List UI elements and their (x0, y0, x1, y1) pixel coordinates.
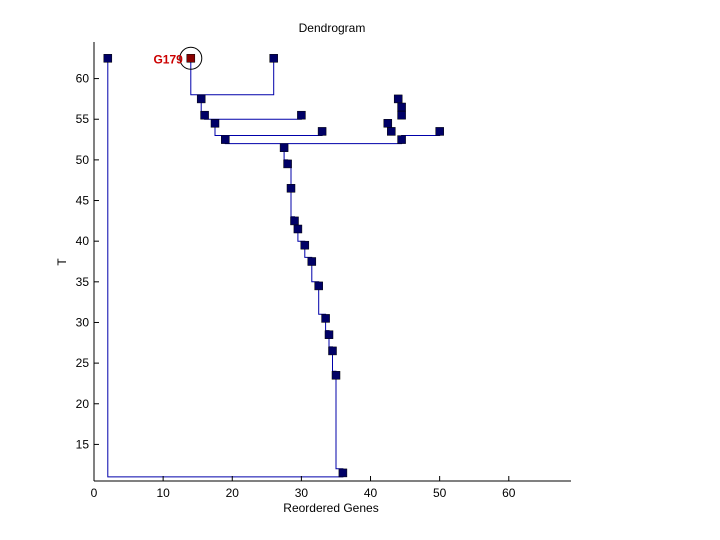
highlight-circle (179, 46, 203, 70)
y-tick-label: 45 (76, 194, 90, 208)
data-point (435, 127, 444, 136)
x-ticks: 0 10 20 30 40 50 60 (91, 476, 516, 500)
data-point (103, 54, 113, 63)
highlight-label: G179 (153, 52, 183, 66)
data-point (269, 54, 278, 63)
x-tick-label: 50 (433, 486, 447, 500)
y-tick-label: 50 (76, 153, 90, 167)
data-point (397, 102, 406, 112)
data-point (328, 346, 337, 356)
data-point (196, 94, 206, 104)
data-point (314, 281, 323, 291)
data-point (279, 143, 289, 152)
x-tick-label: 60 (502, 486, 516, 500)
chart-title: Dendrogram (299, 21, 366, 35)
data-point (297, 110, 306, 120)
y-axis-label: T (55, 258, 69, 266)
data-point (293, 224, 303, 234)
highlight-marker: G179 (153, 46, 203, 70)
data-point (290, 216, 299, 226)
data-point (221, 135, 230, 144)
data-point (210, 119, 220, 128)
x-axis-label: Reordered Genes (283, 501, 378, 515)
data-point (331, 371, 341, 380)
dendrogram-link (401, 131, 441, 140)
data-point (397, 110, 406, 120)
y-tick-label: 40 (76, 234, 90, 248)
x-tick-label: 30 (295, 486, 309, 500)
data-point (307, 257, 317, 266)
data-point (283, 159, 292, 169)
data-point (324, 330, 334, 339)
y-tick-label: 25 (76, 356, 90, 370)
y-tick-label: 35 (76, 275, 90, 289)
data-point (387, 127, 396, 136)
y-tick-label: 55 (76, 112, 90, 126)
x-tick-label: 0 (91, 486, 98, 500)
x-tick-label: 40 (364, 486, 378, 500)
x-tick-label: 10 (156, 486, 170, 500)
dendrogram-link (290, 188, 295, 221)
y-tick-label: 15 (76, 437, 90, 451)
y-tick-label: 30 (76, 315, 90, 329)
data-point (317, 127, 327, 136)
y-ticks: 15 20 25 30 35 40 45 50 55 60 (76, 72, 99, 451)
dendrogram-link (107, 58, 344, 478)
highlight-node (186, 54, 196, 63)
dendrogram-link (214, 123, 323, 136)
data-point (338, 468, 348, 478)
data-point (321, 314, 330, 323)
data-point (300, 240, 310, 250)
dendrogram-link (335, 375, 344, 473)
x-tick-label: 20 (226, 486, 240, 500)
y-tick-label: 20 (76, 397, 90, 411)
data-point (200, 110, 209, 120)
axes: 0 10 20 30 40 50 60 15 20 25 30 35 40 45 50 55 60 (76, 42, 571, 500)
dendrogram-nodes (103, 54, 444, 478)
plot-area: G179 0 10 20 30 40 50 60 15 20 25 30 35 40 45 50 55 60 (76, 42, 571, 500)
data-point (286, 184, 296, 193)
y-tick-label: 60 (76, 72, 90, 86)
data-point (393, 94, 403, 104)
dendrogram-link (204, 115, 302, 120)
dendrogram-link (318, 285, 327, 319)
dendrogram-link (190, 58, 275, 96)
dendrogram-link (224, 139, 403, 145)
data-point (383, 119, 393, 128)
data-point (397, 135, 406, 144)
